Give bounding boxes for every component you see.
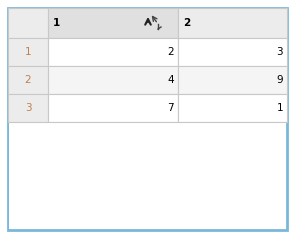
Bar [8,8,48,38]
Bar [178,38,287,66]
Text: 2: 2 [167,47,174,57]
Text: 7: 7 [167,103,174,113]
Bar [48,66,178,94]
Bar [9,122,286,229]
Bar [178,66,287,94]
Bar [48,8,178,38]
Text: 9: 9 [276,75,283,85]
Text: 1: 1 [53,18,60,28]
Bar [8,94,48,122]
Text: 1: 1 [276,103,283,113]
Text: 2: 2 [25,75,31,85]
Bar [178,8,287,38]
Bar [48,38,178,66]
Bar [8,38,48,66]
Text: 3: 3 [25,103,31,113]
Bar [8,66,48,94]
Bar [178,94,287,122]
Text: 1: 1 [25,47,31,57]
Text: 4: 4 [167,75,174,85]
Text: 3: 3 [276,47,283,57]
Text: 2: 2 [183,18,190,28]
Bar [48,94,178,122]
